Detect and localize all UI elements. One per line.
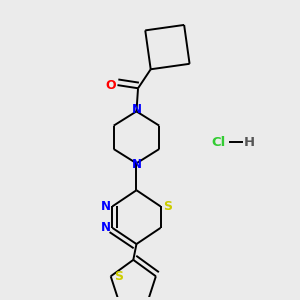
Text: H: H [244,136,255,148]
Text: O: O [105,79,116,92]
Text: S: S [163,200,172,213]
Text: S: S [114,270,123,283]
Text: N: N [131,158,142,171]
Text: N: N [100,200,110,213]
Text: N: N [100,221,110,234]
Text: N: N [131,103,142,116]
Text: Cl: Cl [211,136,225,148]
